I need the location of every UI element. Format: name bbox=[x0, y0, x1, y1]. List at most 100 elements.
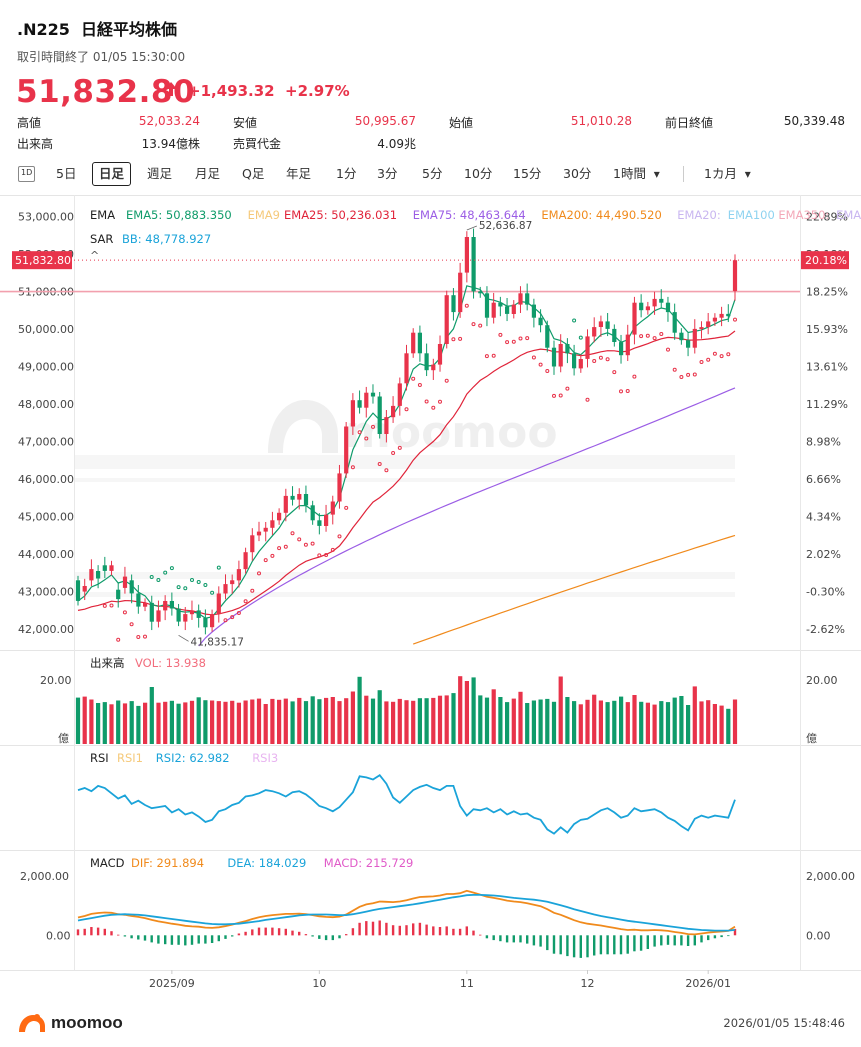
sar-dot bbox=[136, 635, 141, 639]
macd-hist-bar bbox=[418, 922, 422, 936]
candle-body bbox=[96, 571, 101, 579]
macd-hist-bar bbox=[512, 935, 515, 943]
sar-dot bbox=[619, 389, 623, 394]
tab-1[interactable]: 5日 bbox=[56, 166, 77, 181]
volume-bar bbox=[122, 703, 128, 744]
tab-9[interactable]: 5分 bbox=[422, 166, 443, 181]
candle-body bbox=[444, 295, 449, 344]
sar-dot bbox=[679, 375, 684, 379]
symbol-title: .N225 日経平均株価 bbox=[17, 20, 178, 39]
price-chart[interactable]: moomoo53,000.0022.89%52,000.0020.18%51,0… bbox=[0, 195, 861, 995]
macd-hist-bar bbox=[257, 927, 261, 936]
macd-hist-bar bbox=[277, 928, 281, 936]
volume-bar bbox=[585, 699, 590, 744]
volume-bar bbox=[538, 699, 543, 744]
sar-dot bbox=[149, 575, 154, 579]
sar-dots bbox=[102, 303, 737, 642]
stat-label: 安値 bbox=[233, 116, 258, 130]
candle-body bbox=[196, 610, 201, 618]
candle-body bbox=[585, 336, 590, 359]
macd-hist-bar bbox=[110, 931, 113, 936]
tab-13[interactable]: 1時間 ▾ bbox=[613, 166, 660, 181]
tab-14[interactable]: 1カ月 ▾ bbox=[704, 166, 751, 181]
macd-hist-bar bbox=[271, 927, 274, 936]
sar-dot bbox=[625, 389, 630, 393]
macd-hist-bar bbox=[707, 935, 710, 941]
sar-dot bbox=[471, 322, 476, 327]
volume-title: 出来高 bbox=[90, 656, 125, 670]
y-right-tick-label: 4.34% bbox=[806, 511, 841, 524]
volume-bar bbox=[297, 697, 302, 744]
macd-hist-bar bbox=[606, 935, 609, 955]
candle-body bbox=[129, 580, 134, 594]
macd-hist-bar bbox=[593, 935, 596, 956]
tab-11[interactable]: 15分 bbox=[513, 166, 542, 181]
tab-1d-toggle[interactable]: 1D bbox=[18, 166, 36, 182]
volume-bar bbox=[344, 698, 349, 744]
volume-bar bbox=[169, 700, 174, 744]
sar-legend-title: SAR bbox=[90, 232, 113, 246]
stat-value: 51,010.28 bbox=[570, 114, 632, 128]
volume-bar bbox=[404, 700, 409, 744]
footer-brand: moomoo bbox=[17, 1012, 123, 1034]
macd-dea-line bbox=[77, 894, 736, 932]
sar-dot bbox=[210, 590, 215, 595]
sar-dot bbox=[605, 357, 610, 362]
tab-4[interactable]: 月足 bbox=[195, 166, 221, 181]
watermark: moomoo bbox=[268, 400, 558, 458]
macd-hist-bar bbox=[217, 935, 220, 942]
sar-dot bbox=[129, 622, 134, 627]
sar-dot bbox=[572, 318, 577, 323]
volume-unit: 億 bbox=[58, 732, 69, 745]
current-price-label: 51,832.80 bbox=[15, 254, 71, 267]
tab-10[interactable]: 10分 bbox=[464, 166, 493, 181]
volume-bar bbox=[686, 705, 691, 744]
high-annotation-leader bbox=[466, 225, 477, 231]
sar-dot bbox=[330, 547, 335, 552]
volume-bar bbox=[82, 696, 87, 744]
macd-hist-bar bbox=[519, 935, 522, 943]
macd-hist-bar bbox=[733, 928, 737, 936]
volume-bar bbox=[525, 703, 530, 744]
volume-bar bbox=[290, 701, 295, 744]
macd-hist-bar bbox=[720, 935, 723, 938]
volume-bar bbox=[679, 696, 684, 744]
volume-legend: VOL: 13.938 bbox=[135, 656, 206, 670]
volume-bar bbox=[639, 701, 644, 744]
tab-12[interactable]: 30分 bbox=[563, 166, 592, 181]
candle-body bbox=[109, 565, 114, 571]
candle-body bbox=[357, 400, 362, 408]
sar-dot bbox=[203, 583, 208, 587]
ema75-line bbox=[198, 387, 736, 647]
candle-body bbox=[558, 344, 563, 367]
tab-3[interactable]: 週足 bbox=[147, 166, 173, 181]
sar-dot bbox=[371, 424, 375, 429]
candle-body bbox=[404, 353, 409, 384]
y-right-tick-label: 15.93% bbox=[806, 323, 848, 336]
volume-bar bbox=[578, 704, 583, 744]
rsi-line bbox=[77, 774, 736, 835]
y-tick-label: 50,000.00 bbox=[18, 323, 74, 336]
tab-8[interactable]: 3分 bbox=[377, 166, 398, 181]
macd-hist-bar bbox=[391, 925, 395, 936]
tab-7[interactable]: 1分 bbox=[336, 166, 357, 181]
sar-dot bbox=[565, 386, 570, 391]
tab-separator bbox=[683, 166, 684, 182]
candle-body bbox=[712, 317, 717, 322]
candle-body bbox=[699, 327, 704, 329]
candle-body bbox=[471, 237, 476, 292]
candle-body bbox=[243, 552, 248, 570]
volume-bar bbox=[632, 695, 637, 744]
x-tick-label: 2026/01 bbox=[685, 977, 731, 990]
price-change: +1,493.32 +2.97% bbox=[188, 82, 350, 100]
y-right-tick-label: 2.02% bbox=[806, 548, 841, 561]
volume-bar bbox=[464, 681, 469, 744]
candle-body bbox=[210, 614, 215, 628]
volume-bar bbox=[102, 702, 107, 744]
tab-6[interactable]: 年足 bbox=[286, 166, 312, 181]
tab-2[interactable]: 日足 bbox=[92, 162, 132, 186]
ema-legend-item: EMA9 bbox=[248, 208, 280, 222]
sar-dot bbox=[290, 531, 295, 536]
tab-5[interactable]: Q足 bbox=[242, 166, 265, 181]
volume-bar bbox=[143, 702, 148, 744]
